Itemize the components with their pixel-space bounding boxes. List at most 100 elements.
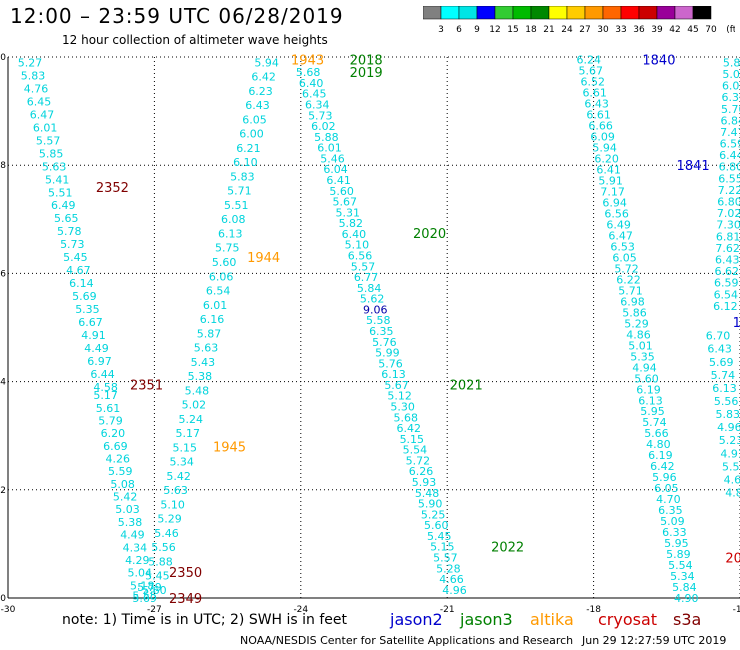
wave-height-value: 6.00 [239, 128, 264, 141]
colorbar-label: 6 [456, 25, 462, 34]
wave-height-value: 6.56 [348, 250, 373, 263]
wave-height-value: 6.80 [717, 196, 740, 209]
chart-subtitle: 12 hour collection of altimeter wave hei… [62, 33, 328, 47]
wave-height-value: 5.83 [21, 69, 46, 82]
wave-height-value: 5.82 [339, 217, 364, 230]
wave-height-value: 5.67 [578, 65, 603, 78]
x-tick-label: -24 [293, 605, 308, 615]
wave-height-value: 4.49 [84, 342, 109, 355]
colorbar-label: 21 [543, 25, 554, 34]
wave-height-value: 5.69 [132, 592, 157, 605]
wave-height-value: 6.02 [311, 120, 336, 133]
wave-height-value: 6.36 [721, 91, 740, 104]
wave-height-value: 5.15 [400, 433, 425, 446]
y-tick-label: 6 [0, 269, 6, 279]
pass-time-label: 2021 [450, 378, 483, 393]
wave-height-value: 6.13 [712, 382, 737, 395]
wave-height-value: 6.61 [586, 109, 611, 122]
colorbar-label: 33 [615, 25, 626, 34]
wave-height-value: 4.94 [632, 361, 657, 374]
colorbar-label: 12 [489, 25, 500, 34]
wave-height-value: 5.69 [72, 290, 97, 303]
wave-height-value: 6.59 [714, 277, 739, 290]
wave-height-value: 6.67 [78, 316, 103, 329]
wave-height-value: 6.41 [596, 164, 621, 177]
wave-height-value: 5.73 [308, 109, 333, 122]
wave-height-value: 6.09 [722, 80, 740, 93]
wave-height-value: 6.77 [354, 271, 379, 284]
wave-height-value: 5.43 [191, 356, 216, 369]
wave-height-value: 6.34 [305, 99, 330, 112]
wave-height-value: 5.45 [63, 251, 88, 264]
pass-time-label: 1842 [733, 316, 740, 331]
colorbar-label: 42 [669, 25, 680, 34]
wave-height-value: 5.93 [412, 476, 437, 489]
wave-height-value: 7.17 [600, 186, 625, 199]
pass-time-label: 2018 [350, 54, 383, 69]
colorbar-label: 30 [597, 25, 609, 34]
wave-height-value: 5.88 [314, 131, 339, 144]
wave-height-value: 6.42 [650, 460, 675, 473]
wave-height-value: 6.56 [604, 208, 629, 221]
legend-altika: altika [530, 610, 574, 629]
wave-height-value: 6.42 [397, 422, 422, 435]
wave-height-value: 6.66 [588, 120, 613, 133]
wave-height-value: 4.34 [123, 541, 148, 554]
pass-time-label: 1944 [247, 251, 280, 266]
wave-height-value: 6.62 [715, 265, 740, 278]
wave-height-value: 4.67 [66, 264, 91, 277]
wave-height-value: 5.51 [224, 199, 249, 212]
wave-height-value: 6.61 [582, 87, 607, 100]
wave-height-value: 4.29 [125, 554, 150, 567]
wave-height-value: 6.52 [580, 76, 605, 89]
wave-height-value: 6.12 [713, 300, 738, 313]
x-tick-label: -21 [440, 605, 455, 615]
wave-height-value: 5.95 [664, 537, 689, 550]
wave-height-value: 5.27 [18, 56, 43, 69]
wave-height-value: 5.46 [320, 152, 345, 165]
wave-height-value: 5.60 [212, 256, 237, 269]
wave-height-value: 6.35 [369, 325, 394, 338]
wave-height-value: 5.84 [357, 282, 382, 295]
wave-height-value: 6.20 [101, 427, 126, 440]
wave-height-value: 5.15 [430, 541, 455, 554]
wave-height-value: 5.68 [393, 411, 418, 424]
wave-height-value: 6.19 [648, 449, 673, 462]
wave-height-value: 5.94 [592, 142, 617, 155]
wave-height-value: 5.42 [113, 491, 138, 504]
wave-height-value: 6.19 [636, 383, 661, 396]
wave-height-value: 5.15 [172, 441, 197, 454]
wave-height-value: 6.44 [90, 368, 115, 381]
y-tick-label: 10 [0, 53, 6, 63]
wave-height-value: 6.26 [409, 465, 434, 478]
pass-time-label: 1841 [677, 159, 710, 174]
y-tick-label: 4 [0, 378, 6, 388]
pass-time-label: 2351 [130, 378, 163, 393]
wave-height-value: 5.17 [93, 389, 118, 402]
wave-height-value: 5.35 [630, 350, 655, 363]
wave-height-value: 4.83 [725, 487, 740, 500]
wave-height-value: 7.02 [717, 207, 740, 220]
wave-height-value: 4.70 [656, 493, 681, 506]
wave-height-value: 5.25 [421, 508, 446, 521]
wave-height-value: 5.66 [644, 427, 669, 440]
wave-height-value: 5.01 [722, 68, 740, 81]
wave-height-value: 6.09 [590, 131, 615, 144]
wave-height-value: 5.96 [652, 471, 677, 484]
wave-height-value: 6.13 [218, 227, 243, 240]
wave-height-value: 5.46 [154, 527, 179, 540]
wave-height-value: 6.33 [662, 526, 687, 539]
generation-timestamp: Jun 29 12:27:59 UTC 2019 [582, 634, 727, 647]
colorbar-label: 18 [525, 25, 537, 34]
wave-height-value: 5.74 [642, 416, 667, 429]
wave-height-value: 5.09 [660, 515, 685, 528]
wave-height-value: 5.87 [197, 327, 222, 340]
wave-height-value: 5.83 [716, 408, 740, 421]
wave-height-value: 5.59 [108, 465, 133, 478]
wave-height-value: 5.88 [148, 555, 173, 568]
wave-height-value: 5.68 [296, 66, 321, 79]
wave-height-value: 5.04 [128, 567, 153, 580]
wave-height-value: 5.24 [179, 413, 204, 426]
legend-jason2: jason2 [390, 610, 443, 629]
wave-height-value: 6.06 [209, 270, 234, 283]
